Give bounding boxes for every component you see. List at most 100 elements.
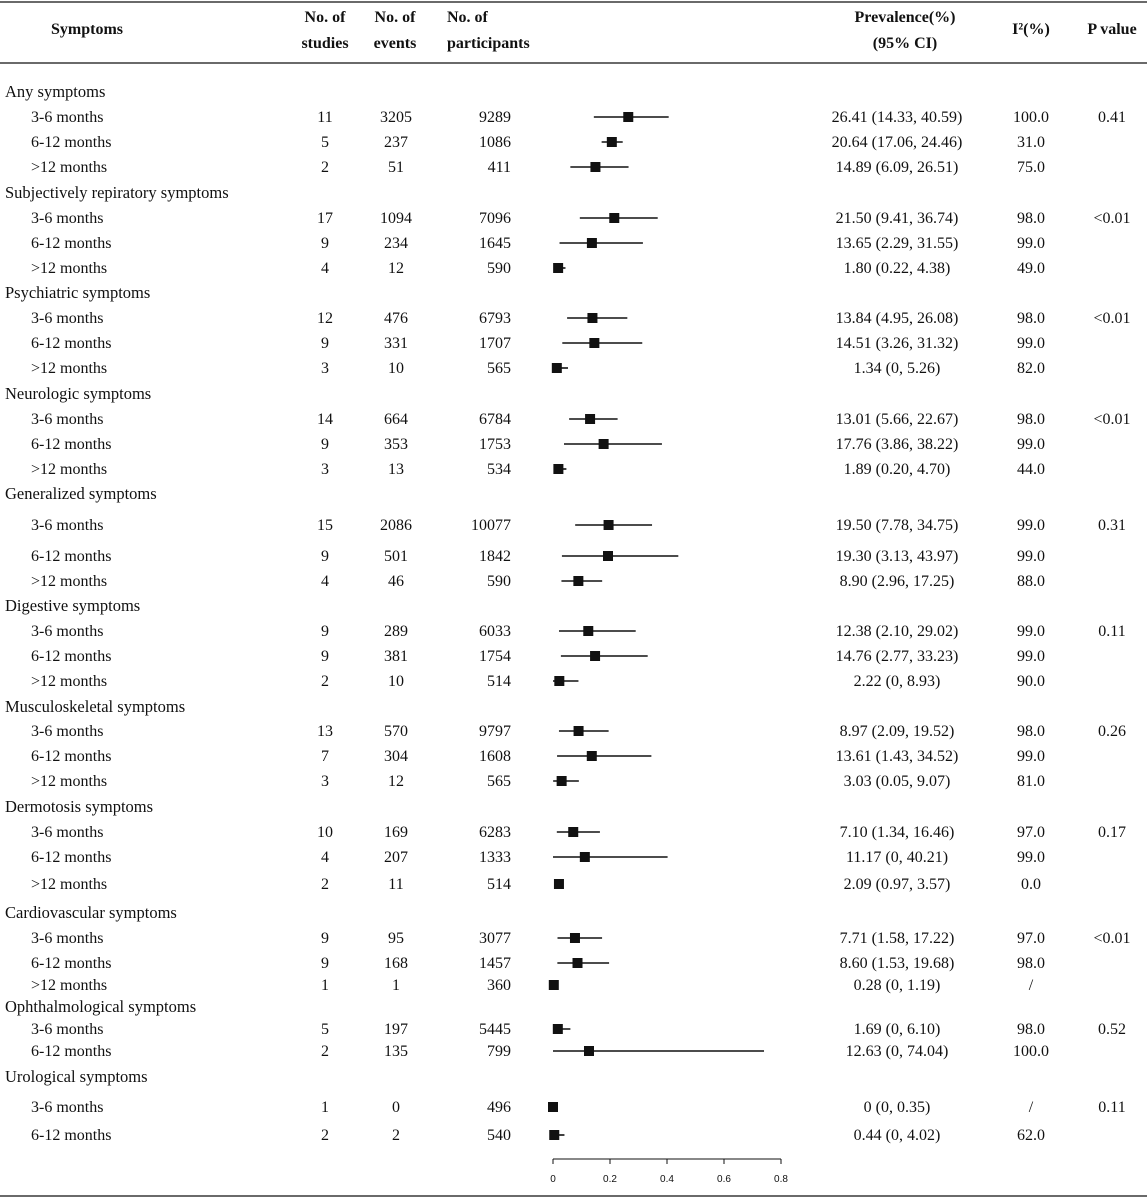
studies-value: 15 (317, 517, 333, 534)
events-value: 51 (388, 159, 404, 176)
point-estimate (553, 464, 564, 474)
p-value: 0.31 (1098, 517, 1126, 534)
prevalence-ci-value: 26.41 (14.33, 40.59) (832, 109, 963, 126)
i2-value: 98.0 (1017, 310, 1045, 327)
prevalence-ci-value: 21.50 (9.41, 36.74) (836, 210, 959, 227)
i2-value: / (1029, 1099, 1034, 1116)
i2-value: 99.0 (1017, 436, 1045, 453)
events-value: 331 (384, 335, 408, 352)
participants-value: 1333 (479, 849, 511, 866)
point-estimate (590, 162, 601, 172)
point-estimate (583, 626, 594, 636)
category-label: Digestive symptoms (5, 596, 140, 615)
point-estimate (551, 363, 562, 373)
studies-value: 7 (321, 748, 329, 765)
participants-value: 6784 (479, 411, 511, 428)
header-prevalence: Prevalence(%) (855, 9, 956, 26)
i2-value: 98.0 (1017, 723, 1045, 740)
participants-value: 514 (487, 673, 511, 690)
i2-value: 99.0 (1017, 748, 1045, 765)
i2-value: 88.0 (1017, 573, 1045, 590)
studies-value: 9 (321, 623, 329, 640)
category-label: Generalized symptoms (5, 484, 157, 503)
p-value: 0.11 (1098, 1099, 1125, 1116)
participants-value: 6033 (479, 623, 511, 640)
studies-value: 2 (321, 1127, 329, 1144)
period-label: 6-12 months (31, 1127, 111, 1144)
period-label: 3-6 months (31, 723, 103, 740)
point-estimate (598, 439, 609, 449)
header-events: No. of (375, 9, 417, 26)
period-label: 6-12 months (31, 648, 111, 665)
period-label: 3-6 months (31, 930, 103, 947)
studies-value: 1 (321, 977, 329, 994)
prevalence-ci-value: 19.30 (3.13, 43.97) (836, 548, 959, 565)
events-value: 0 (392, 1099, 400, 1116)
prevalence-ci-value: 8.97 (2.09, 19.52) (840, 723, 955, 740)
point-estimate (553, 879, 564, 889)
prevalence-ci-value: 0.44 (0, 4.02) (854, 1127, 941, 1144)
studies-value: 14 (317, 411, 333, 428)
prevalence-ci-value: 11.17 (0, 40.21) (846, 849, 948, 866)
studies-value: 5 (321, 1021, 329, 1038)
events-value: 12 (388, 260, 404, 277)
header-pvalue: P value (1087, 21, 1136, 38)
point-estimate (569, 933, 580, 943)
p-value: 0.52 (1098, 1021, 1126, 1038)
participants-value: 6283 (479, 824, 511, 841)
point-estimate (572, 958, 583, 968)
participants-value: 565 (487, 360, 511, 377)
events-value: 237 (384, 134, 408, 151)
events-value: 95 (388, 930, 404, 947)
events-value: 289 (384, 623, 408, 640)
period-label: 3-6 months (31, 109, 103, 126)
header-events: events (374, 35, 417, 52)
period-label: 6-12 months (31, 235, 111, 252)
i2-value: 99.0 (1017, 648, 1045, 665)
header-i2: I²(%) (1012, 21, 1050, 38)
participants-value: 1707 (479, 335, 511, 352)
prevalence-ci-value: 13.01 (5.66, 22.67) (836, 411, 959, 428)
i2-value: 99.0 (1017, 517, 1045, 534)
prevalence-ci-value: 14.76 (2.77, 33.23) (836, 648, 959, 665)
i2-value: 97.0 (1017, 824, 1045, 841)
period-label: 6-12 months (31, 548, 111, 565)
header-studies: studies (301, 35, 348, 52)
studies-value: 4 (321, 849, 329, 866)
prevalence-ci-value: 13.65 (2.29, 31.55) (836, 235, 959, 252)
participants-value: 540 (487, 1127, 511, 1144)
x-tick-label: 0 (550, 1174, 556, 1185)
category-label: Any symptoms (5, 82, 105, 101)
period-label: 6-12 months (31, 849, 111, 866)
studies-value: 9 (321, 235, 329, 252)
participants-value: 565 (487, 773, 511, 790)
p-value: <0.01 (1093, 930, 1130, 947)
events-value: 304 (384, 748, 408, 765)
i2-value: 82.0 (1017, 360, 1045, 377)
point-estimate (556, 776, 567, 786)
prevalence-ci-value: 20.64 (17.06, 24.46) (832, 134, 963, 151)
i2-value: 99.0 (1017, 335, 1045, 352)
i2-value: 62.0 (1017, 1127, 1045, 1144)
prevalence-ci-value: 14.89 (6.09, 26.51) (836, 159, 959, 176)
participants-value: 1086 (479, 134, 511, 151)
prevalence-ci-value: 8.90 (2.96, 17.25) (840, 573, 955, 590)
participants-value: 590 (487, 260, 511, 277)
events-value: 13 (388, 461, 404, 478)
prevalence-ci-value: 0.28 (0, 1.19) (854, 977, 941, 994)
studies-value: 2 (321, 159, 329, 176)
prevalence-ci-value: 7.71 (1.58, 17.22) (840, 930, 955, 947)
events-value: 501 (384, 548, 408, 565)
studies-value: 17 (317, 210, 333, 227)
point-estimate (590, 651, 601, 661)
point-estimate (586, 238, 597, 248)
point-estimate (606, 137, 617, 147)
period-label: >12 months (31, 159, 107, 176)
participants-value: 411 (488, 159, 511, 176)
period-label: 3-6 months (31, 411, 103, 428)
period-label: >12 months (31, 260, 107, 277)
point-estimate (568, 827, 579, 837)
prevalence-ci-value: 12.63 (0, 74.04) (846, 1043, 949, 1060)
prevalence-ci-value: 2.09 (0.97, 3.57) (844, 876, 951, 893)
